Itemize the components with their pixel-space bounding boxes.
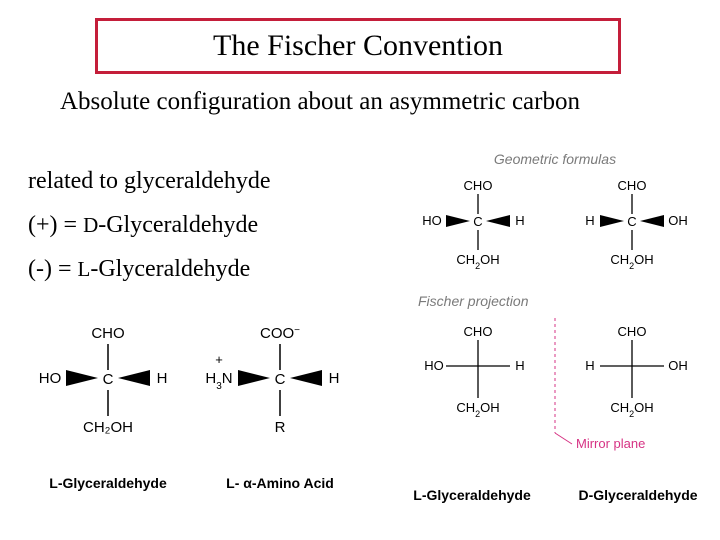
- minus-prefix: (-) =: [28, 256, 78, 282]
- l-amino-acid-wedge: COO− C H3N + H R L- α-Amino Acid: [205, 325, 339, 492]
- title-text: The Fischer Convention: [213, 29, 503, 63]
- svg-text:OH: OH: [668, 213, 688, 228]
- fischer-l: CHO HO H CH2OH: [424, 324, 524, 419]
- svg-text:C: C: [627, 214, 636, 229]
- svg-text:R: R: [275, 419, 286, 436]
- label-l: L-Glyceraldehyde: [413, 487, 531, 503]
- svg-text:L-Glyceraldehyde: L-Glyceraldehyde: [49, 475, 167, 491]
- svg-text:CHO: CHO: [464, 324, 493, 339]
- geom-formula-l: CHO C HO H CH2OH: [422, 178, 524, 271]
- right-panel: Geometric formulas CHO C HO H CH2OH CHO …: [400, 148, 710, 528]
- svg-text:C: C: [275, 371, 286, 388]
- svg-text:H: H: [585, 358, 594, 373]
- svg-text:HO: HO: [422, 213, 442, 228]
- svg-text:H: H: [515, 358, 524, 373]
- plus-letter: D: [83, 213, 98, 237]
- geom-formula-d: CHO C H OH CH2OH: [585, 178, 687, 271]
- minus-letter: L: [78, 257, 91, 281]
- plus-prefix: (+) =: [28, 212, 83, 238]
- svg-text:CHO: CHO: [464, 178, 493, 193]
- svg-text:H: H: [515, 213, 524, 228]
- l-glyceraldehyde-wedge: CHO C HO H CH₂OH L-Glyceraldehyde: [39, 325, 168, 491]
- svg-text:COO−: COO−: [260, 325, 300, 343]
- svg-text:H: H: [157, 370, 168, 387]
- mirror-label: Mirror plane: [576, 436, 645, 451]
- svg-text:CHO: CHO: [618, 178, 647, 193]
- svg-text:CH2OH: CH2OH: [610, 400, 653, 419]
- svg-text:H3N: H3N: [205, 370, 232, 392]
- minus-rest: -Glyceraldehyde: [90, 256, 250, 282]
- svg-text:HO: HO: [424, 358, 444, 373]
- svg-text:C: C: [103, 371, 114, 388]
- title-box: The Fischer Convention: [95, 18, 621, 74]
- line-minus: (-) = L-Glyceraldehyde: [28, 256, 250, 283]
- geom-header: Geometric formulas: [494, 151, 616, 167]
- bottom-left-structures: CHO C HO H CH₂OH L-Glyceraldehyde COO− C…: [20, 320, 380, 520]
- svg-text:CH2OH: CH2OH: [610, 252, 653, 271]
- svg-text:C: C: [473, 214, 482, 229]
- svg-text:H: H: [585, 213, 594, 228]
- line-related: related to glyceraldehyde: [28, 168, 271, 195]
- svg-text:CH2OH: CH2OH: [456, 400, 499, 419]
- svg-text:H: H: [329, 370, 340, 387]
- svg-text:CHO: CHO: [91, 325, 124, 342]
- plus-rest: -Glyceraldehyde: [98, 212, 258, 238]
- svg-text:CH2OH: CH2OH: [456, 252, 499, 271]
- fp-header: Fischer projection: [418, 293, 529, 309]
- svg-text:CH₂OH: CH₂OH: [83, 419, 133, 436]
- line-plus: (+) = D-Glyceraldehyde: [28, 212, 258, 239]
- svg-text:OH: OH: [668, 358, 688, 373]
- fischer-d: CHO H OH CH2OH: [585, 324, 687, 419]
- svg-text:+: +: [215, 352, 223, 367]
- subtitle: Absolute configuration about an asymmetr…: [60, 88, 580, 116]
- label-d: D-Glyceraldehyde: [578, 487, 697, 503]
- svg-text:CHO: CHO: [618, 324, 647, 339]
- svg-text:L- α-Amino Acid: L- α-Amino Acid: [226, 475, 334, 491]
- svg-text:HO: HO: [39, 370, 62, 387]
